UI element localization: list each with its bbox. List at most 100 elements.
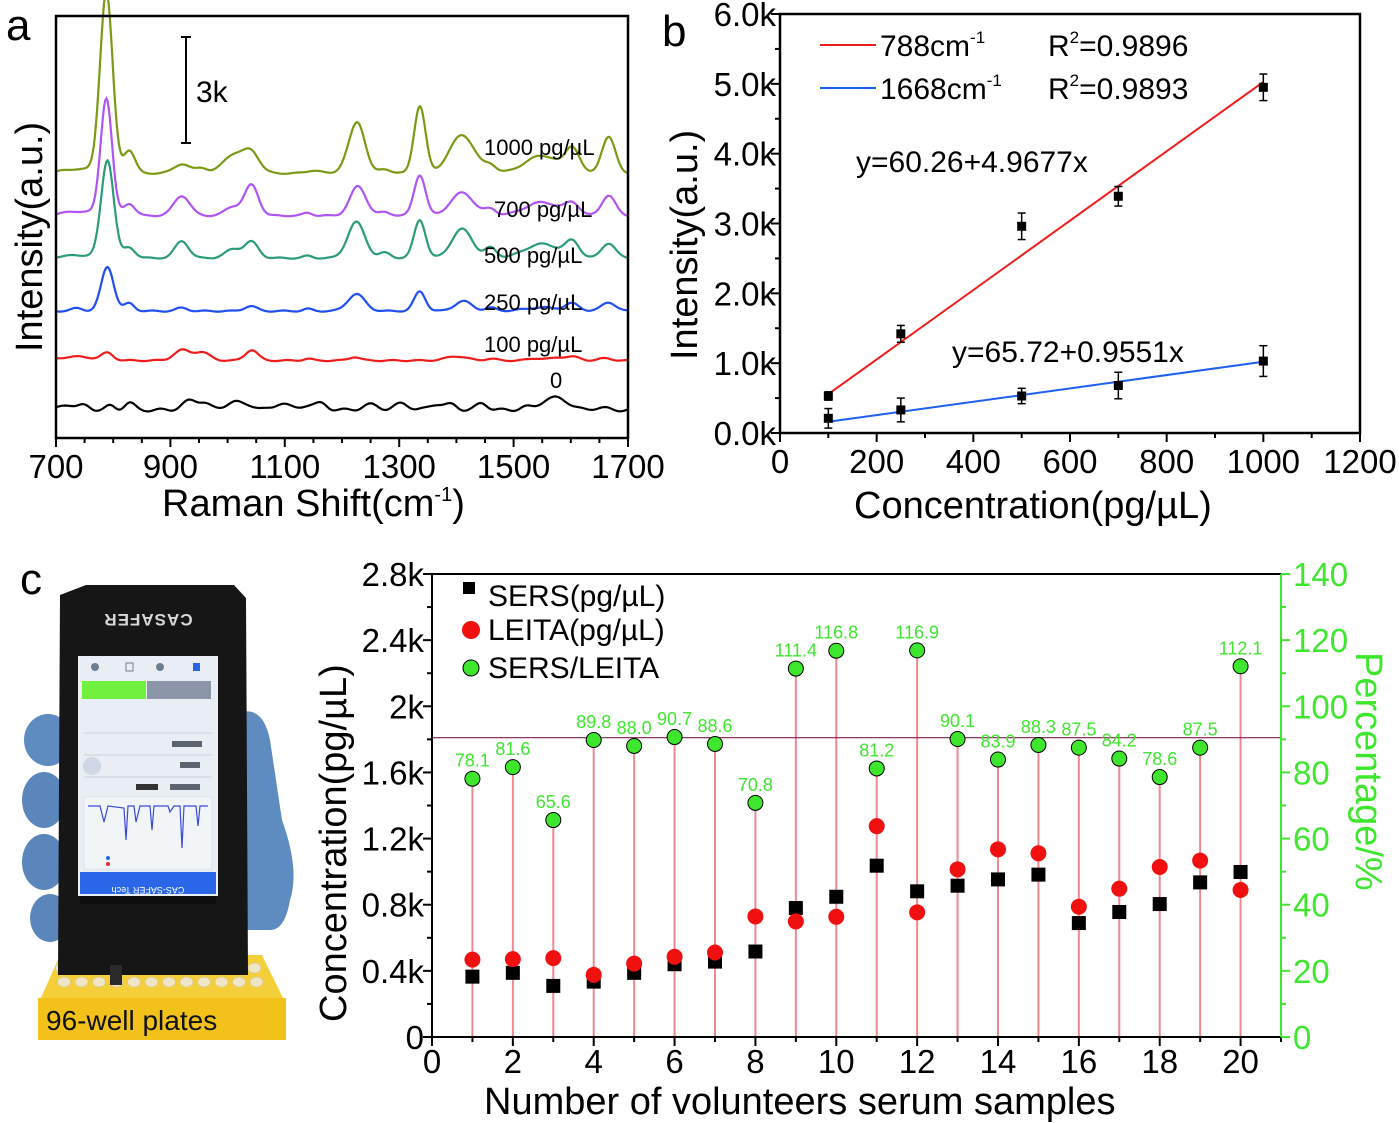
- ratio-value-label: 83.9: [980, 732, 1015, 752]
- device-photo: c 96-well plates CASAFER CAS-SAFER Tech: [20, 555, 294, 1040]
- glove-finger: [22, 772, 66, 828]
- sers-point: [1112, 904, 1127, 919]
- fit-line: [828, 360, 1264, 423]
- ratio-value-label: 81.6: [495, 739, 530, 759]
- y2-tick-label: 80: [1293, 754, 1330, 791]
- panel-a-raman-spectra: a 0 100 pg/µL 250 pg/µL 500 pg/µL 700 pg/µL 1…: [6, 0, 665, 525]
- data-point: [823, 413, 833, 423]
- well: [247, 962, 262, 974]
- y2-tick-label: 20: [1293, 953, 1330, 990]
- panel-c-y-title: Concentration(pg/µL): [313, 664, 355, 1022]
- x-tick-label: 14: [980, 1043, 1017, 1080]
- device-brand: CASAFER: [103, 610, 192, 629]
- y2-tick-label: 120: [1293, 622, 1348, 659]
- spectrum-label: 500 pg/µL: [484, 243, 582, 268]
- leita-point: [1111, 880, 1128, 897]
- screen-text-line: [170, 784, 200, 790]
- spectrum-line: [55, 395, 629, 413]
- x-tick-label: 1200: [1323, 443, 1396, 480]
- ratio-point: [464, 770, 481, 787]
- panel-label-a: a: [6, 1, 31, 50]
- well: [57, 976, 71, 988]
- sers-point: [1193, 875, 1208, 890]
- leita-point: [949, 861, 966, 878]
- y-tick-label: 1.0k: [714, 345, 777, 382]
- x-tick-label: 400: [946, 443, 1001, 480]
- scale-bar: 3k: [181, 36, 229, 144]
- data-points: [823, 73, 1268, 429]
- y-tick-label: 2k: [389, 688, 424, 725]
- y-tick-label: 4.0k: [714, 136, 777, 173]
- x-tick-label: 8: [746, 1043, 764, 1080]
- ratio-value-label: 78.6: [1142, 749, 1177, 769]
- ratio-value-label: 116.9: [895, 622, 939, 642]
- legend-label-1668: 1668cm-1: [880, 71, 1002, 106]
- leita-point: [545, 950, 562, 967]
- handheld-raman-device: CASAFER CAS-SAFER Tech: [58, 585, 248, 985]
- screen-legend-dot: [106, 856, 110, 860]
- screen-button-gray: [147, 681, 211, 699]
- x-tick-label: 800: [1139, 443, 1194, 480]
- ratio-point: [868, 760, 885, 777]
- well: [92, 976, 106, 988]
- screen-status-bar: [80, 896, 216, 904]
- detect-icon: [193, 663, 200, 671]
- sers-point: [505, 965, 520, 980]
- leita-point: [464, 951, 481, 968]
- screen-button-green: [82, 681, 146, 699]
- y-tick-label: 0: [406, 1019, 424, 1056]
- panel-label-b: b: [662, 7, 686, 56]
- x-tick-label: 900: [143, 448, 198, 485]
- spectrum-label: 700 pg/µL: [494, 197, 592, 222]
- ratio-value-label: 78.1: [455, 751, 490, 771]
- spectra-labels: 0 100 pg/µL 250 pg/µL 500 pg/µL 700 pg/µL 100…: [484, 135, 595, 393]
- x-tick-label: 0: [423, 1043, 441, 1080]
- leita-point: [828, 908, 845, 925]
- ratio-value-label: 88.3: [1021, 717, 1056, 737]
- x-tick-label: 1300: [362, 448, 435, 485]
- panel-c-x-title: Number of volunteers serum samples: [484, 1081, 1115, 1123]
- y-tick-label: 0.4k: [362, 953, 425, 990]
- leita-point: [626, 955, 643, 972]
- ratio-value-label: 88.6: [697, 716, 732, 736]
- ratio-point: [747, 794, 764, 811]
- ratio-point: [949, 731, 966, 748]
- x-tick-label: 600: [1042, 443, 1097, 480]
- ratio-point: [1151, 769, 1168, 786]
- x-tick-label: 16: [1060, 1043, 1097, 1080]
- spectrum-line: [55, 95, 629, 218]
- legend-marker-ratio: [462, 659, 480, 677]
- leita-point: [1030, 845, 1047, 862]
- spectrum-line: [55, 158, 629, 260]
- leita-point: [504, 951, 521, 968]
- panel-c-axes: 0 2 4 6 8 10 12 14 16 18 20 0 0.4k 0.8k 1.2k 1.6k 2k 2.4k…: [362, 556, 1348, 1080]
- leita-point: [868, 818, 885, 835]
- percentage-labels: 78.181.665.689.8 88.0 90.7 88.670.8111.4116…: [455, 622, 1263, 812]
- ratio-value-label: 88.0: [617, 718, 652, 738]
- data-point: [1017, 221, 1027, 231]
- x-tick-label: 200: [849, 443, 904, 480]
- device-probe: [110, 965, 122, 985]
- ratio-point: [585, 732, 602, 749]
- sers-point: [788, 901, 803, 916]
- sers-point: [910, 884, 925, 899]
- ratio-value-label: 87.5: [1183, 720, 1218, 740]
- fit-equation-788: y=60.26+4.9677x: [856, 146, 1088, 179]
- y2-tick-label: 140: [1293, 556, 1348, 593]
- x-tick-label: 4: [585, 1043, 603, 1080]
- legend-label-788: 788cm-1: [880, 28, 985, 63]
- well: [249, 976, 264, 988]
- y-tick-label: 0.8k: [362, 887, 425, 924]
- well: [214, 976, 229, 988]
- spectrum-label: 100 pg/µL: [484, 332, 582, 357]
- spectrum-label: 0: [550, 368, 562, 393]
- y-tick-label: 0.0k: [714, 415, 777, 452]
- x-tick-label: 12: [899, 1043, 936, 1080]
- ratio-point: [1192, 739, 1209, 756]
- panel-a-x-title: Raman Shift(cm-1): [162, 483, 465, 525]
- ratio-value-label: 116.8: [814, 623, 858, 643]
- sers-point: [1152, 897, 1167, 912]
- leita-point: [909, 904, 926, 921]
- fit-lines: [827, 81, 1264, 423]
